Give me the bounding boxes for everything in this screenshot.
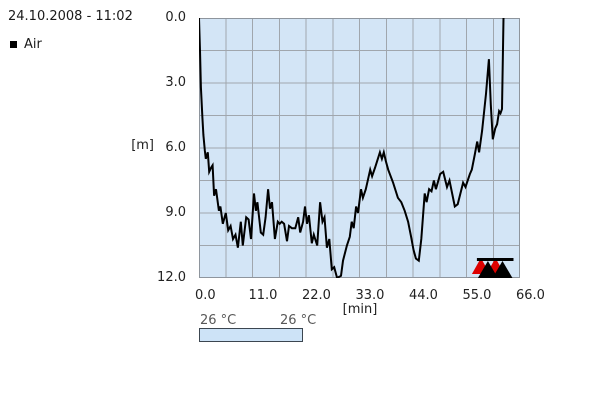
y-tick-label: 6.0 (165, 140, 186, 155)
dive-datetime: 24.10.2008 - 11:02 (8, 9, 133, 24)
gas-legend: Air (10, 37, 42, 52)
depth-profile-line (199, 18, 505, 278)
x-tick-label: 0.0 (195, 288, 216, 303)
y-tick-label: 9.0 (165, 205, 186, 220)
alarm-black-triangle-icon (477, 261, 498, 278)
gas-label: Air (24, 37, 42, 52)
x-axis-unit-label: [min] (342, 302, 378, 317)
x-tick-label: 44.0 (409, 288, 438, 303)
x-tick-label: 11.0 (248, 288, 278, 303)
alarm-black-triangle-icon (492, 261, 513, 278)
x-tick-label: 66.0 (516, 288, 545, 303)
x-tick-label: 22.0 (302, 288, 331, 303)
gas-color-swatch-icon (10, 41, 17, 48)
temperature-start-label: 26 °C (200, 313, 237, 328)
y-axis-unit-label: [m] (131, 138, 154, 153)
temperature-end-label: 26 °C (280, 313, 317, 328)
y-tick-label: 0.0 (165, 10, 186, 25)
x-tick-label: 33.0 (355, 288, 385, 303)
x-tick-label: 55.0 (462, 288, 492, 303)
y-tick-label: 3.0 (165, 75, 186, 90)
alarm-bar-icon (476, 258, 514, 261)
depth-profile-chart (199, 18, 520, 278)
y-tick-label: 12.0 (157, 270, 186, 285)
temperature-bar (199, 328, 303, 342)
